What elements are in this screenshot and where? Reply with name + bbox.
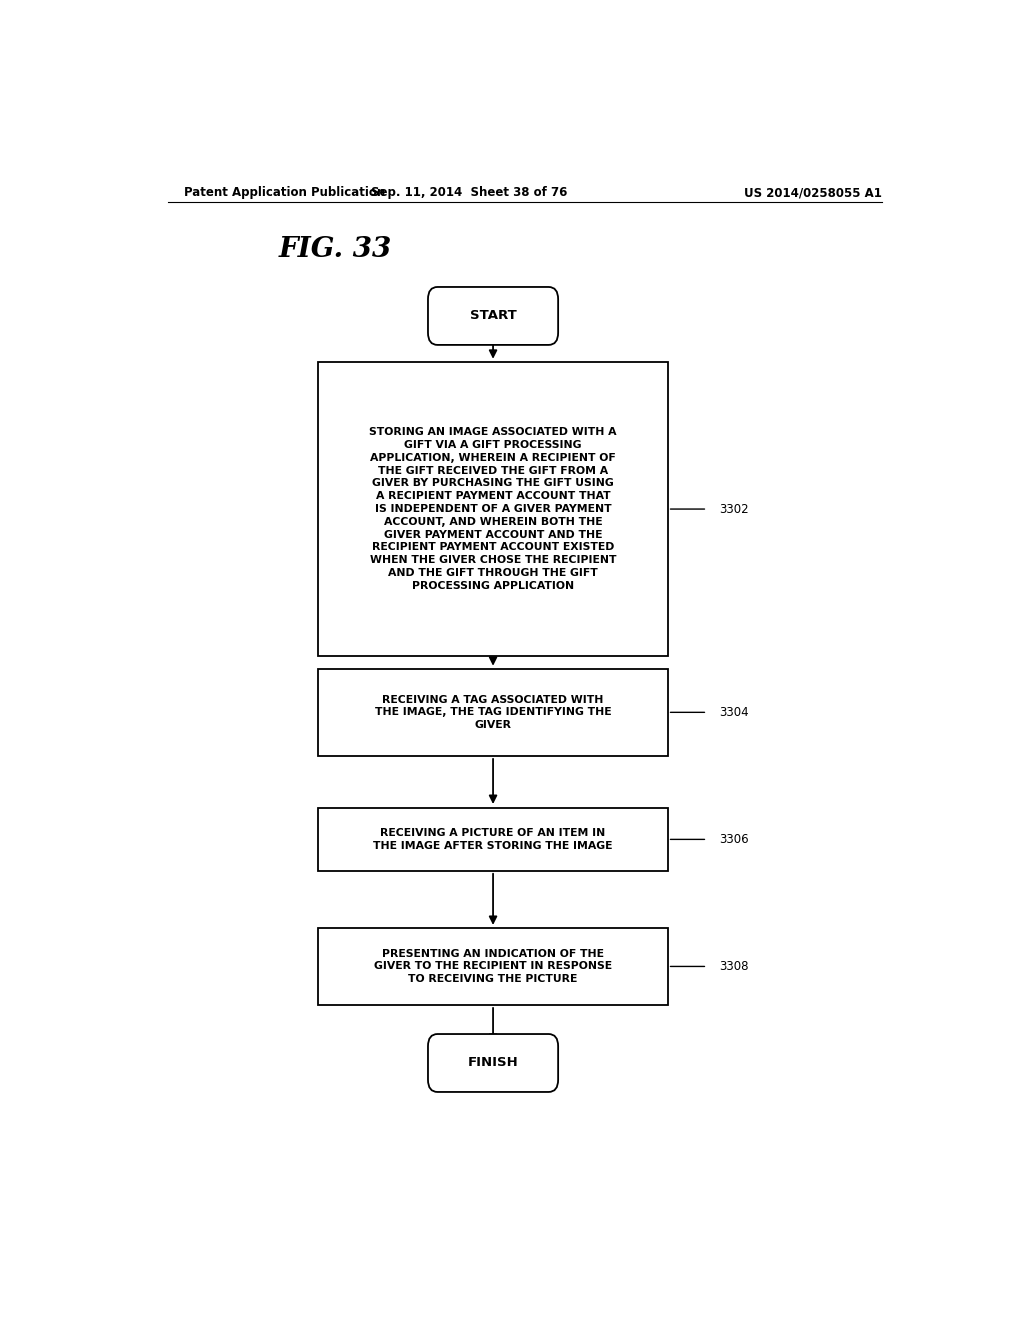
Text: STORING AN IMAGE ASSOCIATED WITH A
GIFT VIA A GIFT PROCESSING
APPLICATION, WHERE: STORING AN IMAGE ASSOCIATED WITH A GIFT … [370,428,616,591]
Text: START: START [470,309,516,322]
FancyBboxPatch shape [428,1034,558,1092]
FancyBboxPatch shape [318,362,668,656]
Text: 3308: 3308 [719,960,749,973]
Text: 3304: 3304 [719,706,749,719]
Text: FINISH: FINISH [468,1056,518,1069]
Text: PRESENTING AN INDICATION OF THE
GIVER TO THE RECIPIENT IN RESPONSE
TO RECEIVING : PRESENTING AN INDICATION OF THE GIVER TO… [374,949,612,985]
Text: FIG. 33: FIG. 33 [279,236,392,264]
Text: US 2014/0258055 A1: US 2014/0258055 A1 [744,186,882,199]
FancyBboxPatch shape [428,286,558,345]
Text: RECEIVING A TAG ASSOCIATED WITH
THE IMAGE, THE TAG IDENTIFYING THE
GIVER: RECEIVING A TAG ASSOCIATED WITH THE IMAG… [375,694,611,730]
Text: Patent Application Publication: Patent Application Publication [183,186,385,199]
Text: RECEIVING A PICTURE OF AN ITEM IN
THE IMAGE AFTER STORING THE IMAGE: RECEIVING A PICTURE OF AN ITEM IN THE IM… [374,828,612,851]
FancyBboxPatch shape [318,808,668,871]
Text: 3302: 3302 [719,503,749,516]
Text: 3306: 3306 [719,833,749,846]
FancyBboxPatch shape [318,669,668,755]
Text: Sep. 11, 2014  Sheet 38 of 76: Sep. 11, 2014 Sheet 38 of 76 [371,186,567,199]
FancyBboxPatch shape [318,928,668,1005]
